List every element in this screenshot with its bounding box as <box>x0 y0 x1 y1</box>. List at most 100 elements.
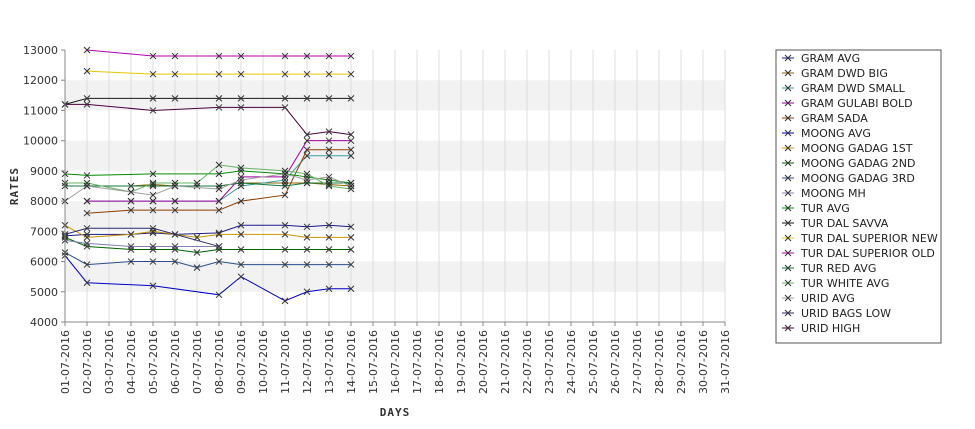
data-point <box>215 291 223 299</box>
series-urid-avg <box>61 170 355 205</box>
data-point <box>149 206 157 214</box>
legend-item: TUR DAL SUPERIOR NEW <box>782 232 938 245</box>
data-point <box>325 285 333 293</box>
legend-label: MOONG MH <box>801 187 866 200</box>
data-point <box>215 170 223 178</box>
data-point <box>171 246 179 253</box>
data-point <box>83 67 91 75</box>
data-point <box>83 279 91 287</box>
x-tick-label: 19-07-2016 <box>455 330 468 394</box>
x-tick-label: 05-07-2016 <box>147 330 160 394</box>
data-point <box>127 246 135 253</box>
data-point <box>347 152 355 160</box>
x-tick-label: 21-07-2016 <box>499 330 512 394</box>
data-point <box>237 261 245 268</box>
data-point <box>281 179 289 187</box>
data-point <box>171 258 179 265</box>
axes <box>61 49 726 326</box>
series-tur-dal-superior-old <box>83 46 355 60</box>
legend-marker <box>784 129 792 137</box>
data-point <box>83 234 91 241</box>
data-point <box>237 176 245 184</box>
data-point <box>347 95 355 102</box>
data-point <box>83 261 91 268</box>
x-tick-label: 14-07-2016 <box>345 330 358 394</box>
data-point <box>237 182 245 190</box>
data-point <box>171 70 179 78</box>
x-tick-label: 20-07-2016 <box>477 330 490 394</box>
data-point <box>83 224 91 232</box>
data-point <box>215 206 223 214</box>
legend-marker <box>784 204 792 212</box>
data-point <box>281 191 289 199</box>
data-point <box>215 95 223 102</box>
legend-item: MOONG MH <box>782 187 866 200</box>
data-point <box>127 258 135 265</box>
legend-label: URID HIGH <box>801 322 860 335</box>
series-tur-red-avg <box>61 179 355 190</box>
legend-label: GRAM DWD SMALL <box>801 82 906 95</box>
legend-marker <box>784 114 792 122</box>
legend: GRAM AVG GRAM DWD BIG GRAM DWD SMALL GRAM G… <box>775 49 942 344</box>
legend-item: MOONG GADAG 1ST <box>782 142 913 155</box>
x-tick-label: 25-07-2016 <box>587 330 600 394</box>
legend-label: MOONG GADAG 3RD <box>801 172 915 185</box>
series-line <box>64 224 351 238</box>
legend-marker <box>784 249 792 257</box>
series-line <box>64 236 351 253</box>
y-tick-label: 10000 <box>23 135 58 148</box>
legend-label: MOONG GADAG 1ST <box>801 142 913 155</box>
x-tick-label: 12-07-2016 <box>301 330 314 394</box>
data-point <box>149 191 157 199</box>
data-point <box>281 297 289 305</box>
series-tur-dal-superior-new <box>83 67 355 78</box>
series-gram-sada <box>83 146 355 217</box>
data-point <box>347 185 355 193</box>
legend-item: TUR RED AVG <box>782 262 876 275</box>
data-point <box>237 167 245 175</box>
x-tick-label: 26-07-2016 <box>609 330 622 394</box>
legend-label: GRAM GULABI BOLD <box>801 97 913 110</box>
legend-label: TUR DAL SUPERIOR OLD <box>800 247 935 260</box>
y-tick-label: 13000 <box>23 44 58 57</box>
data-point <box>325 261 333 268</box>
data-point <box>347 285 355 293</box>
legend-marker <box>784 189 792 197</box>
data-point <box>347 70 355 78</box>
legend-item: MOONG GADAG 3RD <box>782 172 915 185</box>
data-point <box>127 243 135 250</box>
legend-item: TUR DAL SAVVA <box>782 217 889 230</box>
data-point <box>193 249 201 256</box>
data-point <box>171 95 179 102</box>
data-point <box>281 104 289 111</box>
data-point <box>281 221 289 229</box>
data-point <box>281 70 289 78</box>
data-point <box>215 231 223 238</box>
data-point <box>325 52 333 60</box>
data-point <box>303 137 311 145</box>
data-point <box>347 137 355 145</box>
legend-item: GRAM SADA <box>782 112 868 125</box>
legend-label: TUR AVG <box>800 202 850 215</box>
x-tick-label: 24-07-2016 <box>565 330 578 394</box>
legend-label: URID BAGS LOW <box>801 307 891 320</box>
data-point <box>237 197 245 205</box>
data-point <box>325 95 333 102</box>
x-tick-label: 10-07-2016 <box>257 330 270 394</box>
data-point <box>303 170 311 178</box>
legend-label: TUR WHITE AVG <box>800 277 889 290</box>
x-tick-label: 31-07-2016 <box>719 330 732 394</box>
data-point <box>149 95 157 102</box>
legend-marker <box>784 324 792 332</box>
legend-marker <box>784 144 792 152</box>
x-tick-label: 04-07-2016 <box>125 330 138 394</box>
legend-label: MOONG GADAG 2ND <box>801 157 915 170</box>
data-point <box>325 70 333 78</box>
legend-label: TUR DAL SAVVA <box>800 217 889 230</box>
legend-item: URID AVG <box>782 292 855 305</box>
series-line <box>87 140 351 202</box>
data-point <box>83 197 91 205</box>
series-line <box>64 97 351 105</box>
data-point <box>83 243 91 250</box>
